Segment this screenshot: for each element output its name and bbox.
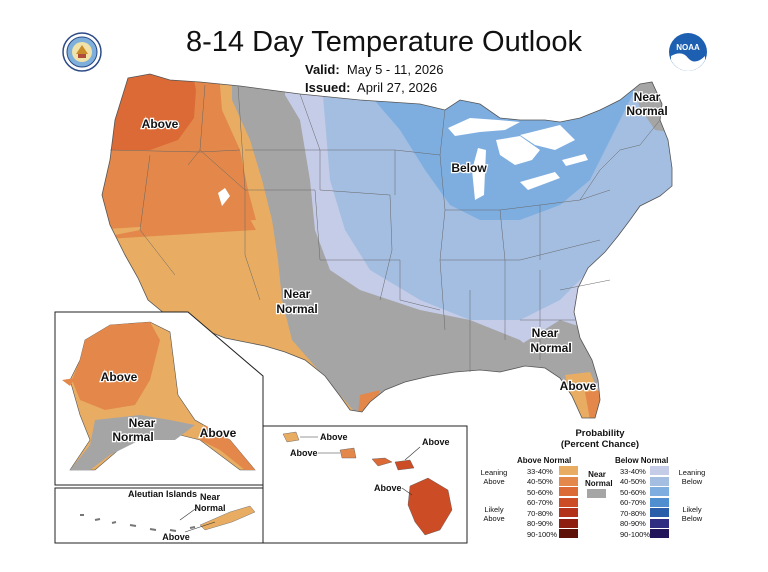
label-above-northwest: Above [142, 117, 179, 131]
issued-date: Issued: April 27, 2026 [305, 80, 437, 95]
leader-hawaii-3 [404, 446, 421, 461]
label-near-normal-southwest-2: Normal [276, 302, 317, 316]
label-above-florida: Above [560, 379, 597, 393]
conus-outline [101, 73, 673, 419]
label-hawaii-above-3: Above [422, 437, 450, 447]
legend-above-label-2: 50-60% [527, 487, 553, 497]
valid-value: May 5 - 11, 2026 [346, 62, 444, 77]
issued-value: April 27, 2026 [357, 80, 438, 95]
legend-leaning-below: Leaning Below [675, 468, 709, 486]
legend-above-label-5: 80-90% [527, 519, 553, 528]
legend-above-label-4: 70-80% [527, 508, 553, 518]
legend-title-1: Probability [575, 428, 625, 439]
legend-above-swatch-0 [559, 466, 578, 475]
legend-below-swatch-0 [650, 466, 669, 475]
legend-leaning-above-2: Above [483, 477, 505, 486]
legend-above-swatch-4 [559, 508, 578, 517]
legend-below-swatch-5 [650, 518, 669, 528]
label-near-normal-maine-2: Normal [626, 104, 667, 118]
issued-label: Issued: [305, 80, 351, 95]
legend-above-label-3: 60-70% [527, 498, 553, 507]
legend-title-2: (Percent Chance) [560, 439, 640, 450]
legend-below-heading: Below Normal [615, 456, 669, 465]
label-hawaii-above-1: Above [320, 432, 348, 442]
legend-likely-below: Likely Below [675, 505, 709, 523]
legend-likely-below-2: Below [681, 514, 703, 523]
label-near-normal-maine: Near [634, 90, 661, 104]
legend-leaning-above-1: Leaning [480, 468, 508, 477]
legend-near-heading-2: Normal [585, 479, 613, 488]
probability-legend: Probability (Percent Chance) Above Norma… [475, 428, 725, 548]
legend-above-swatch-6 [559, 529, 578, 538]
map-title: 8-14 Day Temperature Outlook [185, 26, 582, 58]
legend-near-swatch [587, 489, 606, 498]
legend-below-swatch-3 [650, 497, 669, 507]
label-alaska-near-normal: Near [129, 416, 156, 430]
legend-above-swatch-3 [559, 497, 578, 507]
legend-above-label-6: 90-100% [527, 529, 558, 539]
legend-above-swatch-2 [559, 487, 578, 496]
leader-aleutian-above [184, 521, 216, 533]
valid-dates: Valid: May 5 - 11, 2026 [305, 62, 444, 77]
label-alaska-near-normal-2: Normal [112, 430, 153, 444]
label-near-normal-southeast-2: Normal [530, 341, 571, 355]
legend-below-label-2: 50-60% [620, 487, 646, 497]
noaa-logo: NOAA [669, 33, 707, 71]
legend-leaning-below-1: Leaning [678, 468, 706, 477]
state-lines [109, 84, 661, 372]
aleutian-title: Aleutian Islands [128, 489, 197, 499]
leader-aleutian-near [179, 506, 199, 521]
legend-likely-above-2: Above [483, 514, 505, 523]
legend-below-label-6: 90-100% [620, 529, 651, 539]
legend-below-label-5: 80-90% [620, 519, 646, 528]
legend-below-label-3: 60-70% [620, 498, 646, 507]
legend-likely-above-1: Likely [484, 505, 504, 514]
seal-icon [62, 32, 102, 72]
legend-leaning-below-2: Below [681, 477, 703, 486]
legend-below-swatch-2 [650, 487, 669, 496]
alaska-inset [54, 311, 264, 486]
hawaii-inset [262, 425, 468, 544]
leader-hawaii-4 [401, 487, 413, 496]
great-lakes [448, 118, 588, 200]
legend-above-swatch-1 [559, 476, 578, 486]
label-hawaii-above-4: Above [374, 483, 402, 493]
label-below-northcentral: Below [451, 161, 487, 175]
legend-below-label-1: 40-50% [620, 477, 646, 486]
legend-near-heading-1: Near [588, 470, 606, 479]
label-hawaii-above-2: Above [290, 448, 318, 458]
label-aleutian-near-normal-2: Normal [194, 503, 225, 513]
legend-likely-above: Likely Above [477, 505, 511, 523]
label-aleutian-near-normal: Near [200, 492, 221, 502]
great-salt-lake [218, 188, 230, 206]
legend-above-label-0: 33-40% [527, 466, 553, 476]
label-aleutian-above: Above [162, 532, 190, 542]
legend-title: Probability (Percent Chance) [535, 428, 665, 450]
legend-below-swatch-4 [650, 508, 669, 517]
legend-below-swatch-6 [650, 529, 669, 538]
legend-below-swatch-1 [650, 476, 669, 486]
legend-leaning-above: Leaning Above [477, 468, 511, 486]
noaa-logo-text: NOAA [676, 43, 700, 52]
label-near-normal-southeast: Near [532, 326, 559, 340]
valid-label: Valid: [305, 62, 340, 77]
label-alaska-above: Above [101, 370, 138, 384]
legend-above-swatch-5 [559, 518, 578, 528]
legend-above-label-1: 40-50% [527, 477, 553, 486]
legend-likely-below-1: Likely [682, 505, 702, 514]
legend-below-label-4: 70-80% [620, 508, 646, 518]
legend-above-heading: Above Normal [517, 456, 572, 465]
label-near-normal-southwest: Near [284, 287, 311, 301]
legend-near-heading: Near Normal [585, 470, 613, 488]
legend-below-label-0: 33-40% [620, 466, 646, 476]
label-alaska-above-southeast: Above [200, 426, 237, 440]
